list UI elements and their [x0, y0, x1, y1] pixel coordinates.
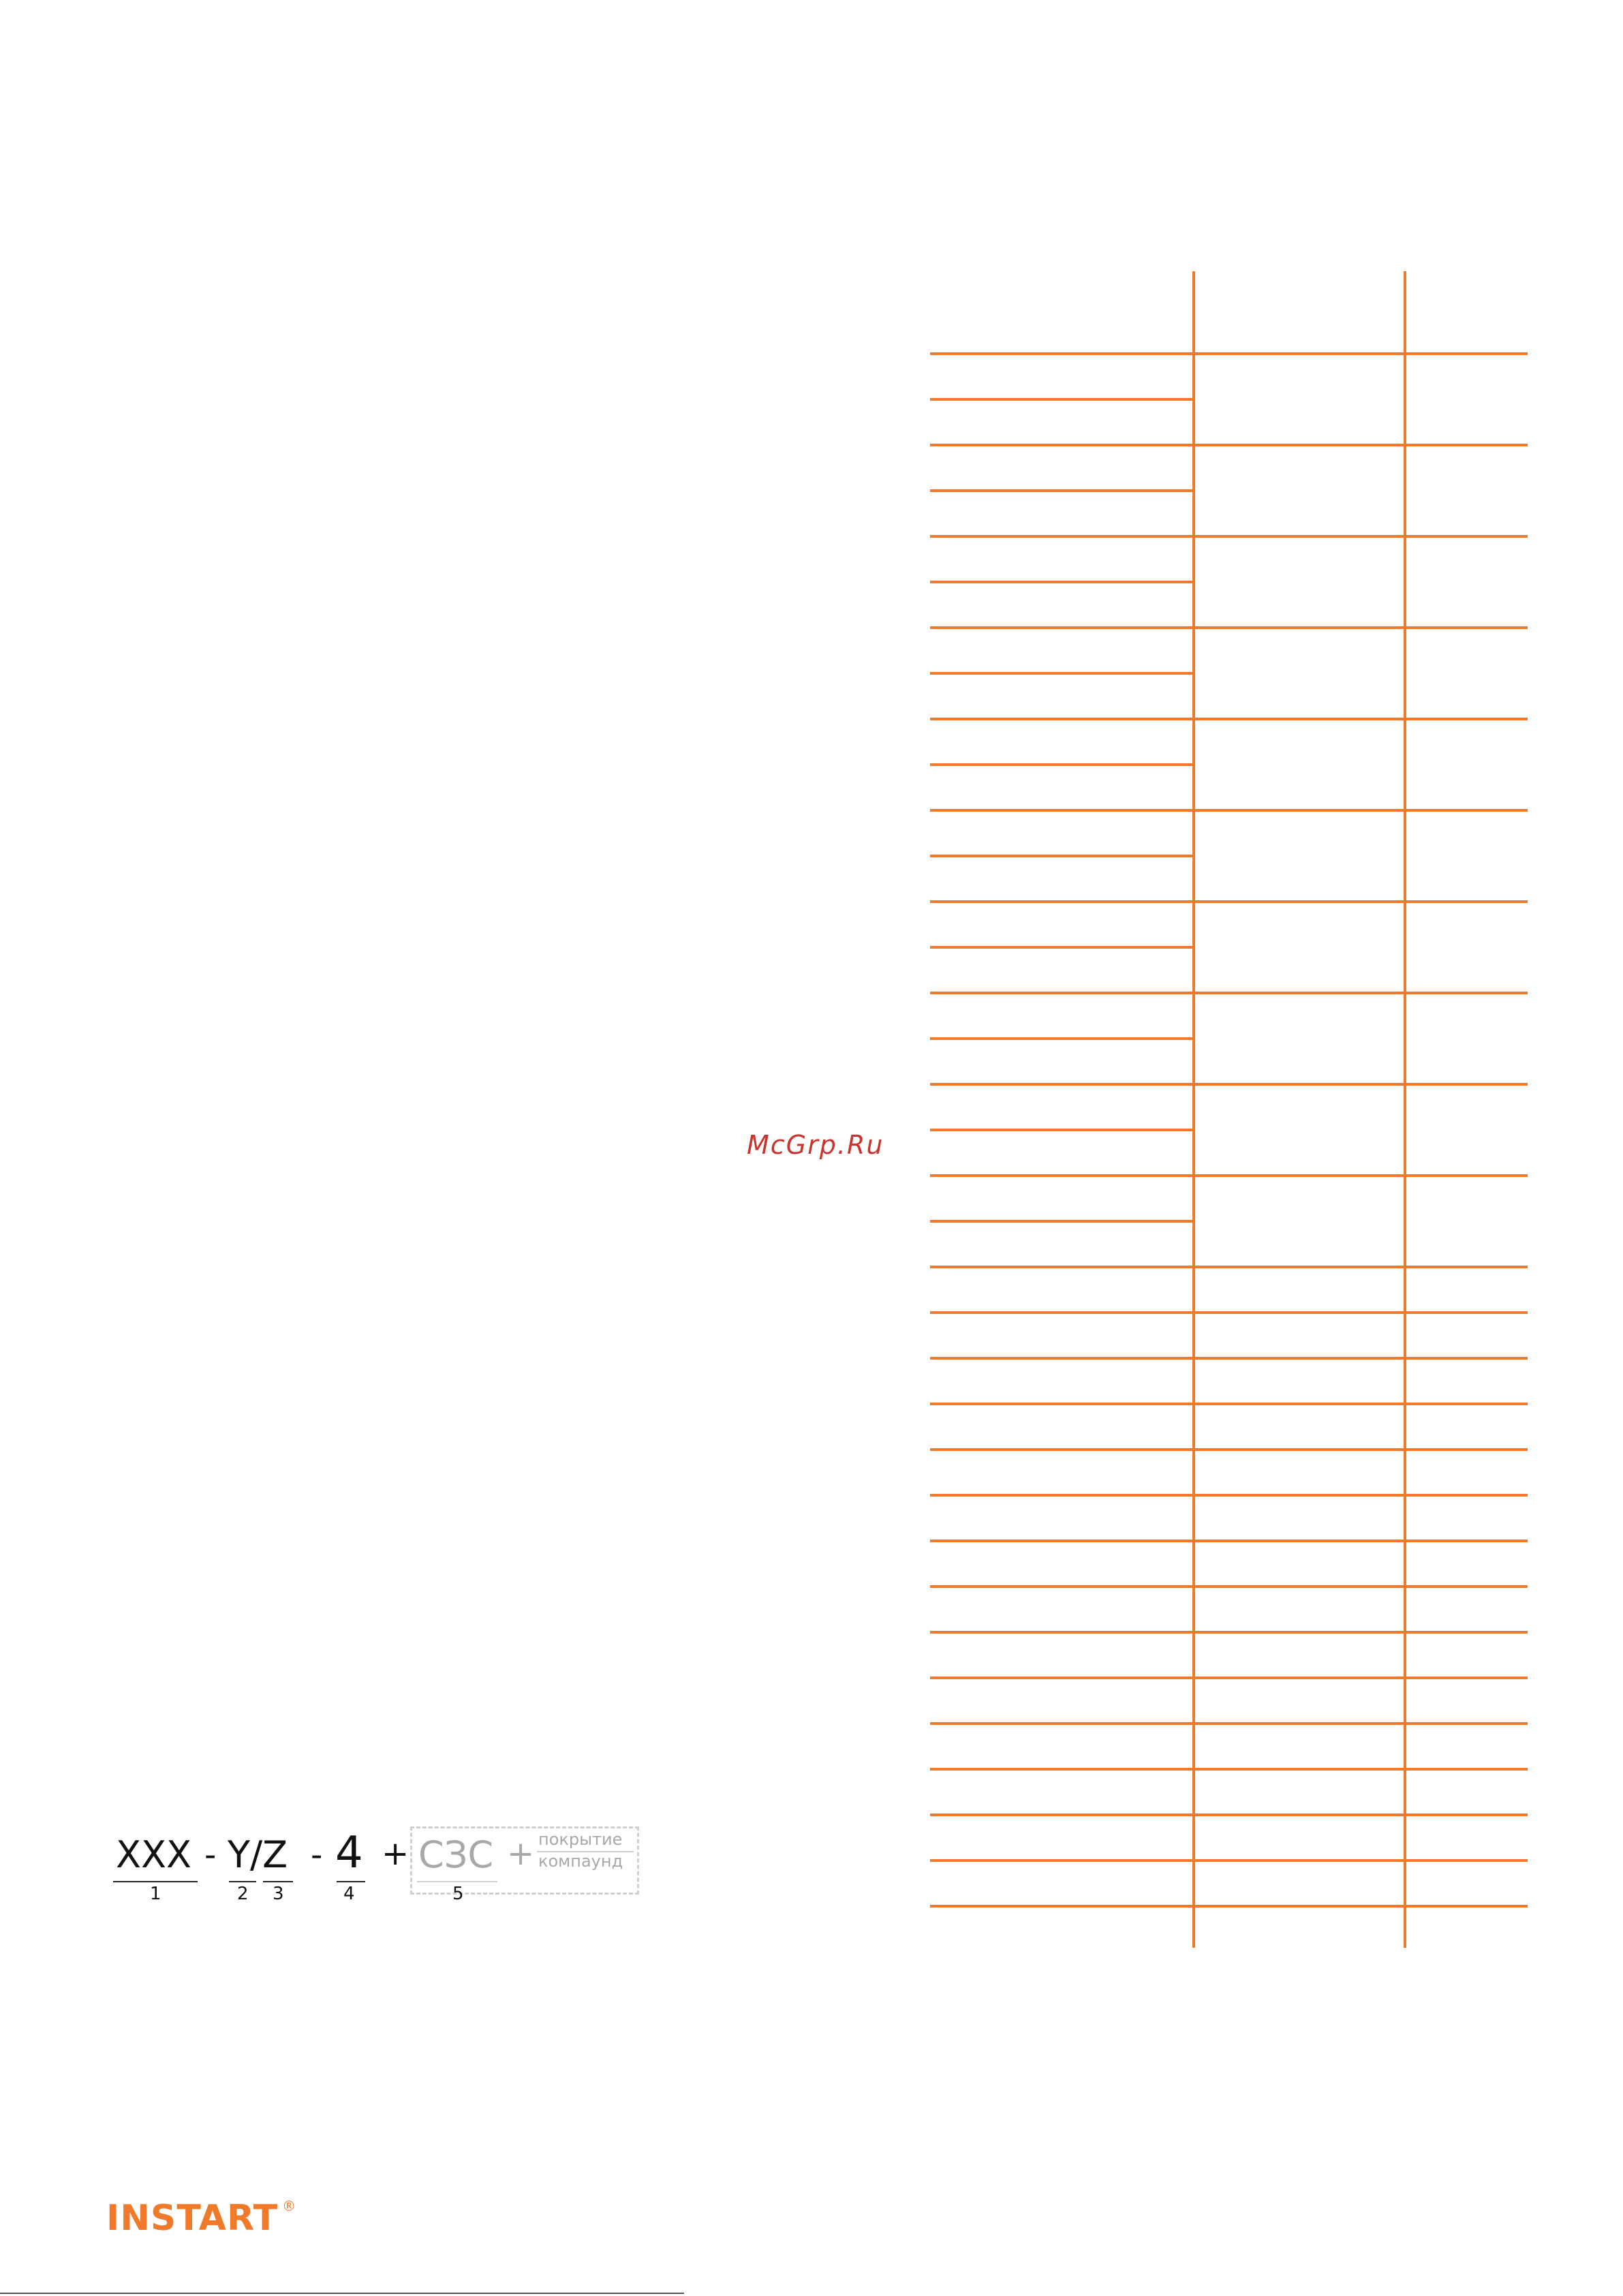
coating-line-2: компаунд: [538, 1852, 623, 1871]
row-separator: [930, 1859, 1528, 1862]
code-separator-1: -: [204, 1836, 217, 1874]
row-separator: [930, 535, 1528, 538]
row-separator: [930, 444, 1528, 446]
column-divider: [1404, 271, 1406, 1948]
row-subseparator: [930, 672, 1192, 675]
code-part-5: СЗС: [418, 1833, 494, 1876]
row-separator: [930, 1174, 1528, 1177]
row-subseparator: [930, 1037, 1192, 1040]
row-separator: [930, 1403, 1528, 1405]
code-index-1: 1: [150, 1884, 161, 1904]
row-subseparator: [930, 581, 1192, 583]
row-separator: [930, 718, 1528, 720]
code-index-2: 2: [237, 1884, 249, 1904]
row-subseparator: [930, 1129, 1192, 1131]
column-divider: [1192, 271, 1195, 1948]
row-subseparator: [930, 946, 1192, 949]
row-separator: [930, 900, 1528, 903]
watermark: McGrp.Ru: [747, 1130, 884, 1160]
row-separator: [930, 1631, 1528, 1634]
code-part-2-3: Y/Z: [228, 1833, 288, 1876]
row-separator: [930, 1722, 1528, 1725]
row-separator: [930, 992, 1528, 994]
code-index-5: 5: [452, 1884, 464, 1904]
row-subseparator: [930, 398, 1192, 401]
optional-block: [410, 1826, 639, 1895]
code-index-3: 3: [273, 1884, 284, 1904]
row-separator: [930, 1813, 1528, 1816]
code-index-4: 4: [343, 1884, 355, 1904]
row-separator: [930, 1311, 1528, 1314]
row-subseparator: [930, 763, 1192, 766]
row-separator: [930, 1494, 1528, 1497]
row-subseparator: [930, 855, 1192, 857]
order-code-diagram: XXX 1 - Y/Z 2 3 - 4 4 + СЗС 5 + покрытие…: [109, 1826, 654, 1915]
code-separator-2: -: [311, 1836, 323, 1874]
logo-text: INSTART: [106, 2198, 279, 2239]
footer-rule: [0, 2293, 684, 2294]
row-separator: [930, 1540, 1528, 1542]
row-separator: [930, 1448, 1528, 1451]
row-separator: [930, 1585, 1528, 1588]
coating-line-1: покрытие: [538, 1830, 623, 1849]
row-subseparator: [930, 489, 1192, 492]
code-part-4: 4: [335, 1828, 363, 1878]
code-plus-1: +: [382, 1835, 409, 1873]
instart-logo: INSTART ®: [106, 2198, 296, 2239]
row-separator: [930, 626, 1528, 629]
row-subseparator: [930, 1220, 1192, 1223]
code-plus-2: +: [507, 1835, 535, 1873]
row-separator: [930, 352, 1528, 355]
row-separator: [930, 1357, 1528, 1360]
row-separator: [930, 1905, 1528, 1908]
row-separator: [930, 1768, 1528, 1771]
row-separator: [930, 1677, 1528, 1679]
row-separator: [930, 1083, 1528, 1086]
code-part-1: XXX: [116, 1833, 191, 1876]
row-separator: [930, 809, 1528, 812]
registered-mark: ®: [282, 2198, 297, 2214]
row-separator: [930, 1266, 1528, 1268]
